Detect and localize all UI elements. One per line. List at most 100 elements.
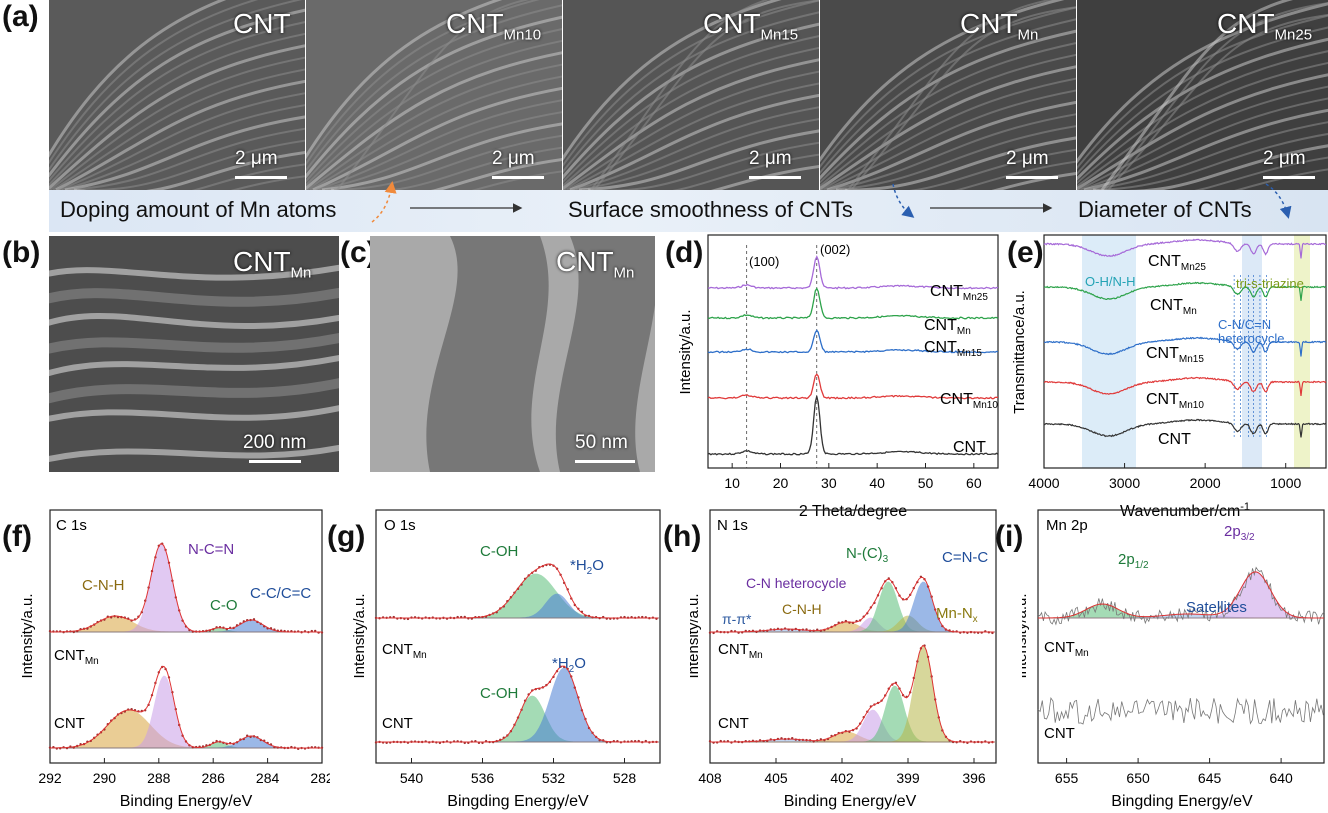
c1s-sample-bottom: CNT bbox=[54, 715, 85, 732]
mn2p-title: Mn 2p bbox=[1046, 517, 1088, 534]
ftir-ann-triazine: tri-s-triazine bbox=[1236, 276, 1304, 291]
xrd-series-label: CNTMn15 bbox=[924, 339, 982, 359]
sem-fiber bbox=[55, 79, 305, 190]
o1s-sample-top: CNTMn bbox=[382, 641, 427, 661]
sem-fiber bbox=[1077, 85, 1328, 190]
sem-fiber bbox=[1077, 73, 1328, 190]
banner-diameter-text: Diameter of CNTs bbox=[1078, 197, 1252, 222]
sem-fiber bbox=[306, 4, 562, 173]
sem-fiber bbox=[842, 160, 1076, 190]
sem-fiber bbox=[820, 65, 1076, 190]
sem-fiber bbox=[566, 82, 819, 190]
sem-fiber bbox=[49, 56, 305, 190]
xps-xtick-label: 655 bbox=[1055, 770, 1079, 786]
xrd-xtick-label: 30 bbox=[821, 475, 837, 491]
c1s-title: C 1s bbox=[56, 517, 87, 534]
sem-texture-3 bbox=[563, 0, 819, 190]
sem-fiber bbox=[312, 86, 562, 190]
n1s-peak-pipi: π-π* bbox=[722, 611, 752, 627]
sem-fiber bbox=[578, 129, 819, 190]
ftir-series-label: CNTMn25 bbox=[1148, 253, 1206, 273]
sem-fiber bbox=[1099, 168, 1328, 190]
xps-xtick-label: 408 bbox=[698, 770, 722, 786]
sem-fiber bbox=[49, 0, 303, 172]
panel-label-b: (b) bbox=[2, 236, 41, 269]
xps-xtick-label: 402 bbox=[830, 770, 854, 786]
ftir-series-label: CNTMn10 bbox=[1146, 391, 1204, 411]
sem-scalebar-3 bbox=[749, 176, 801, 179]
sem-fiber bbox=[328, 146, 562, 190]
sem-fiber bbox=[315, 99, 562, 190]
sem-scalebar-text-2: 2 μm bbox=[492, 148, 535, 169]
c1s-xlabel: Binding Energy/eV bbox=[120, 793, 253, 810]
sem-fiber bbox=[847, 0, 1055, 190]
up-trend-arrow bbox=[371, 181, 397, 223]
ftir-series-line bbox=[1043, 281, 1327, 301]
ftir-xtick-label: 1000 bbox=[1270, 475, 1301, 491]
n1s-peak-nc3: N-(C)3 bbox=[846, 545, 889, 565]
c1s-sample-top: CNTMn bbox=[54, 647, 99, 667]
sem-fiber bbox=[49, 21, 305, 183]
xps-xtick-label: 396 bbox=[962, 770, 986, 786]
sem-fiber bbox=[563, 0, 819, 168]
sem-fiber bbox=[1100, 0, 1294, 190]
xrd-series-line bbox=[707, 373, 998, 400]
mn2p-sample-top: CNTMn bbox=[1044, 639, 1089, 659]
sem-title-1: CNT bbox=[233, 8, 291, 39]
sem-fiber bbox=[331, 158, 562, 190]
n1s-xlabel: Binding Energy/eV bbox=[784, 793, 917, 810]
xrd-series-line bbox=[707, 255, 999, 290]
c1s-peak-cnh: C-N-H bbox=[82, 577, 125, 594]
sem-fiber bbox=[1077, 50, 1328, 185]
xps-mn2p-chart: 655 650 645 640 Mn 2p 2p1/2 2p3/2 Satellite… bbox=[1022, 509, 1325, 810]
sem-texture-2 bbox=[306, 0, 562, 190]
sem-fiber bbox=[1096, 156, 1328, 190]
trend-banner bbox=[49, 190, 1328, 232]
panel-label-e: (e) bbox=[1007, 236, 1044, 269]
sem-fiber bbox=[820, 18, 1076, 175]
sem-scalebar-text-4: 2 μm bbox=[1006, 148, 1049, 169]
ftir-xtick-label: 4000 bbox=[1028, 475, 1059, 491]
xrd-series-line bbox=[707, 396, 999, 456]
sem-image-1: CNT 2 μm bbox=[49, 0, 305, 190]
ftir-series-label: CNTMn15 bbox=[1146, 345, 1204, 365]
sem-fiber bbox=[839, 148, 1076, 190]
xrd-xlabel: 2 Theta/degree bbox=[799, 503, 907, 520]
ftir-xtick-label: 2000 bbox=[1190, 475, 1221, 491]
xrd-ann-002: (002) bbox=[820, 242, 850, 257]
ftir-chart: 4000 3000 2000 1000 O-H/N-H tri-s-triazine … bbox=[1011, 234, 1327, 520]
sem-fiber bbox=[1077, 61, 1328, 188]
n1s-title: N 1s bbox=[717, 517, 748, 534]
sem-fiber bbox=[563, 22, 819, 180]
sem-fiber bbox=[309, 75, 562, 190]
sem-title-3: CNTMn15 bbox=[703, 8, 799, 44]
scalebar-b-text: 200 nm bbox=[243, 432, 307, 453]
sem-fiber bbox=[49, 0, 259, 165]
sem-scalebar-5 bbox=[1263, 176, 1315, 179]
n1s-frame bbox=[709, 509, 997, 764]
sem-fiber bbox=[306, 39, 562, 187]
o1s-peak-coh-top: C-OH bbox=[480, 543, 518, 560]
sem-fiber bbox=[590, 0, 770, 190]
sem-title-2: CNTMn10 bbox=[446, 8, 542, 44]
n1s-ylabel: Intensity/a.u. bbox=[690, 593, 702, 678]
sem-fiber bbox=[52, 68, 305, 190]
sem-b-title: CNTMn bbox=[233, 246, 312, 282]
sem-fiber bbox=[324, 134, 562, 190]
sem-fiber bbox=[67, 127, 305, 190]
banner-arrows bbox=[371, 181, 1292, 223]
o1s-peak-coh-bottom: C-OH bbox=[480, 685, 518, 702]
sem-texture-1 bbox=[49, 0, 305, 190]
xps-xtick-label: 290 bbox=[93, 770, 117, 786]
sem-image-2: CNTMn10 2 μm bbox=[306, 0, 562, 190]
c1s-peak-ncn: N-C=N bbox=[188, 541, 234, 558]
mn2p-peak-32: 2p3/2 bbox=[1224, 523, 1255, 543]
xps-envelope bbox=[50, 543, 322, 633]
sem-fiber bbox=[563, 35, 819, 184]
sem-fiber bbox=[306, 28, 562, 183]
xps-envelope bbox=[376, 665, 659, 743]
ftir-ann-ohnh: O-H/N-H bbox=[1085, 274, 1136, 289]
n1s-peak-cnc: C=N-C bbox=[942, 549, 988, 566]
xps-xtick-label: 405 bbox=[764, 770, 788, 786]
xrd-xtick-label: 50 bbox=[918, 475, 934, 491]
